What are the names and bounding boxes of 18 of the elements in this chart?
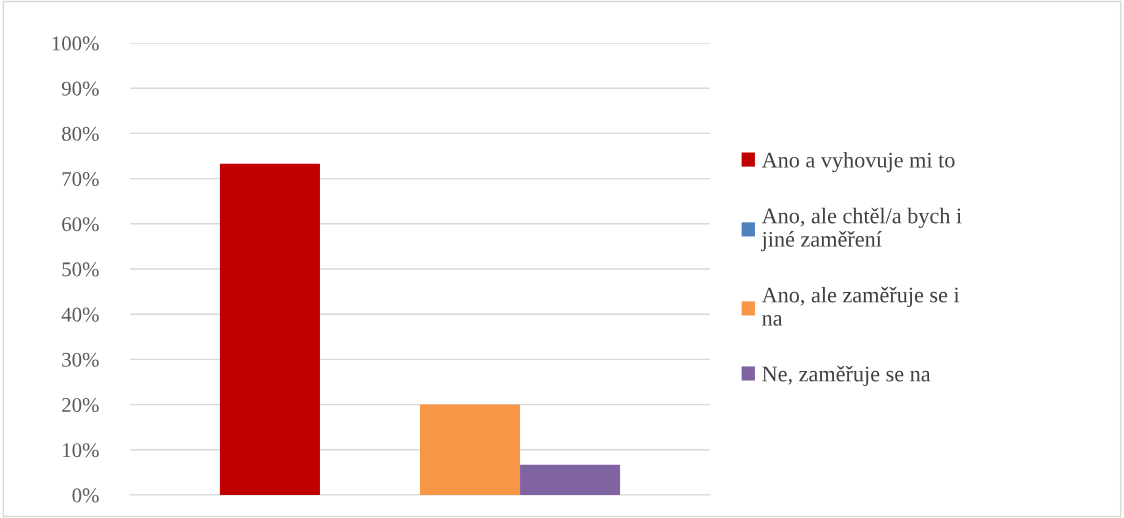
y-tick-label: 0%	[72, 488, 99, 503]
y-tick-label: 100%	[52, 36, 99, 51]
y-tick-label: 10%	[63, 443, 99, 458]
y-tick-label: 30%	[62, 352, 99, 367]
legend-label: Ano, ale chtěl/a bych i jiné zaměření	[760, 207, 962, 252]
y-tick-label: 80%	[62, 126, 99, 141]
bar	[219, 163, 320, 495]
bar	[420, 404, 521, 495]
legend-label: Ne, zaměřuje se na	[762, 365, 931, 387]
y-tick-label: 50%	[62, 262, 99, 277]
y-tick-label: 90%	[61, 81, 99, 96]
bar	[520, 464, 621, 495]
y-tick-label: 40%	[61, 307, 99, 322]
y-tick-label: 20%	[62, 397, 99, 413]
y-tick-label: 70%	[62, 171, 99, 187]
y-tick-label: 60%	[62, 217, 99, 232]
legend-label: Ano, ale zaměřuje se i na	[761, 286, 960, 326]
legend-label: Ano a vyhovuje mi to	[761, 151, 955, 173]
